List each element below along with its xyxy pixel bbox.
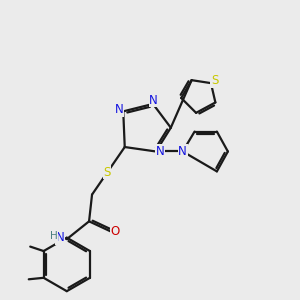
Text: S: S	[211, 74, 218, 87]
Text: N: N	[149, 94, 158, 107]
Text: N: N	[114, 103, 123, 116]
Text: O: O	[110, 225, 120, 238]
Text: H: H	[50, 231, 57, 241]
Text: N: N	[156, 145, 165, 158]
Text: N: N	[56, 231, 64, 244]
Text: S: S	[103, 166, 111, 179]
Text: N: N	[178, 145, 187, 158]
